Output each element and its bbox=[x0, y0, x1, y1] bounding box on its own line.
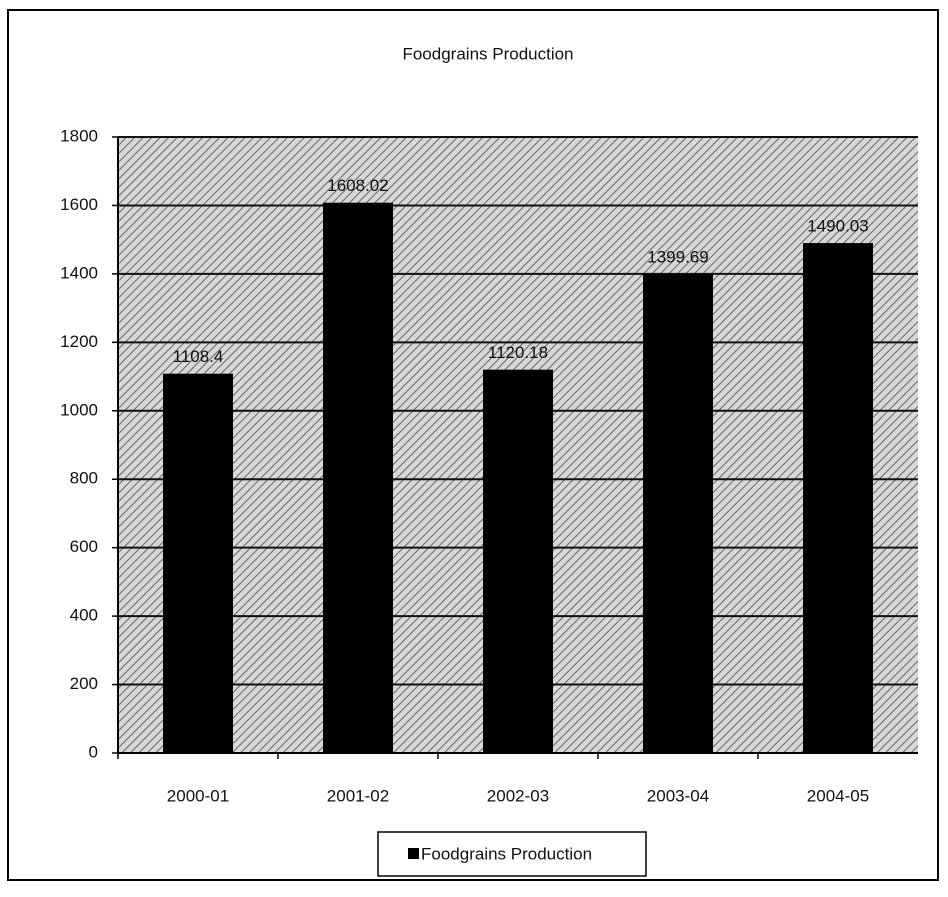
x-tick-label: 2001-02 bbox=[327, 786, 389, 805]
x-tick-label: 2003-04 bbox=[647, 786, 709, 805]
data-label: 1490.03 bbox=[807, 217, 868, 236]
y-tick-label: 600 bbox=[70, 537, 98, 556]
chart-title: Foodgrains Production bbox=[402, 44, 573, 63]
y-tick-label: 1200 bbox=[60, 332, 98, 351]
y-tick-label: 200 bbox=[70, 674, 98, 693]
data-label: 1108.4 bbox=[173, 347, 224, 366]
y-tick-label: 1000 bbox=[60, 400, 98, 419]
bar bbox=[483, 369, 553, 753]
bar bbox=[323, 202, 393, 753]
legend-label: Foodgrains Production bbox=[421, 844, 592, 863]
y-tick-label: 1800 bbox=[60, 126, 98, 145]
legend-box bbox=[377, 831, 647, 877]
data-label: 1608.02 bbox=[327, 176, 388, 195]
x-tick-label: 2000-01 bbox=[167, 786, 229, 805]
y-tick-label: 400 bbox=[70, 606, 98, 625]
y-tick-label: 1400 bbox=[60, 263, 98, 282]
legend-swatch bbox=[408, 848, 419, 859]
y-tick-label: 1600 bbox=[60, 195, 98, 214]
data-label: 1399.69 bbox=[647, 247, 708, 266]
data-label: 1120.18 bbox=[488, 343, 548, 362]
x-tick-label: 2002-03 bbox=[487, 786, 549, 805]
bar bbox=[643, 273, 713, 753]
bar bbox=[163, 373, 233, 753]
bar bbox=[803, 243, 873, 754]
x-tick-label: 2004-05 bbox=[807, 786, 869, 805]
y-tick-label: 0 bbox=[89, 742, 98, 761]
y-tick-label: 800 bbox=[70, 469, 98, 488]
